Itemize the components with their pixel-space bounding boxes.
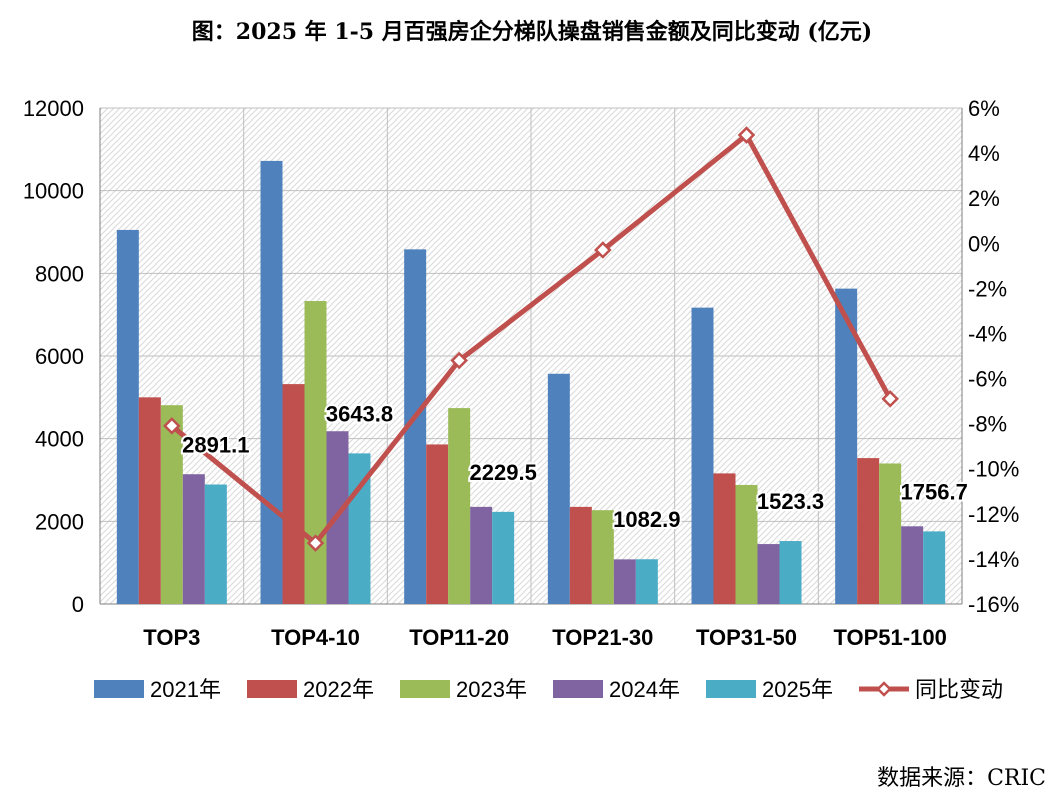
yoy-point-marker bbox=[881, 390, 899, 408]
bar bbox=[204, 484, 227, 604]
x-tick-label: TOP3 bbox=[143, 625, 200, 650]
y-left-tick-label: 10000 bbox=[23, 179, 84, 204]
legend-label: 同比变动 bbox=[915, 677, 1003, 702]
y-left-tick-label: 6000 bbox=[35, 344, 84, 369]
legend-label: 2024年 bbox=[609, 677, 680, 702]
data-label: 1756.7 bbox=[901, 479, 968, 504]
bar bbox=[779, 541, 802, 604]
legend-swatch bbox=[94, 680, 144, 698]
y-left-tick-label: 0 bbox=[72, 592, 84, 617]
bar bbox=[404, 249, 427, 605]
y-right-tick-label: -6% bbox=[968, 367, 1007, 392]
y-right-tick-label: -2% bbox=[968, 276, 1007, 301]
yoy-point-marker bbox=[594, 241, 612, 259]
y-right-tick-label: 4% bbox=[968, 141, 1000, 166]
bar bbox=[879, 463, 902, 604]
y-right-tick-label: -16% bbox=[968, 592, 1019, 617]
bar bbox=[901, 526, 924, 604]
data-label: 3643.8 bbox=[326, 401, 393, 426]
legend-label: 2025年 bbox=[762, 677, 833, 702]
bar bbox=[613, 559, 636, 604]
yoy-point-marker bbox=[306, 534, 325, 552]
bar bbox=[713, 473, 736, 604]
bar bbox=[923, 531, 946, 604]
bar bbox=[757, 544, 780, 604]
bar bbox=[116, 229, 139, 604]
bar bbox=[835, 288, 858, 604]
bar bbox=[547, 373, 570, 604]
legend-label: 2021年 bbox=[150, 677, 221, 702]
legend-label: 2022年 bbox=[303, 677, 374, 702]
legend-line-marker bbox=[876, 681, 892, 697]
y-right-tick-label: 2% bbox=[968, 186, 1000, 211]
bar bbox=[160, 405, 183, 604]
bar bbox=[470, 506, 493, 604]
data-label: 1523.3 bbox=[757, 489, 824, 514]
x-tick-label: TOP31-50 bbox=[696, 625, 797, 650]
bar bbox=[569, 506, 592, 604]
bar bbox=[492, 511, 515, 604]
yoy-point-marker bbox=[737, 126, 756, 144]
bar bbox=[138, 397, 161, 604]
x-tick-label: TOP51-100 bbox=[833, 625, 946, 650]
y-left-tick-label: 8000 bbox=[35, 261, 84, 286]
bar bbox=[182, 474, 205, 604]
bar bbox=[282, 384, 305, 604]
legend-swatch bbox=[553, 680, 603, 698]
chart-title: 图：2025 年 1-5 月百强房企分梯队操盘销售金额及同比变动 (亿元) bbox=[191, 19, 873, 45]
x-tick-label: TOP11-20 bbox=[409, 625, 509, 650]
bar bbox=[426, 444, 449, 604]
yoy-point-marker bbox=[163, 417, 181, 435]
bar bbox=[260, 160, 283, 604]
bar bbox=[735, 484, 758, 604]
data-label: 1082.9 bbox=[613, 507, 680, 532]
yoy-point-marker bbox=[450, 351, 468, 370]
y-right-tick-label: -10% bbox=[968, 457, 1019, 482]
bar bbox=[635, 559, 658, 604]
legend-swatch bbox=[706, 680, 756, 698]
y-left-tick-label: 4000 bbox=[35, 427, 84, 452]
x-tick-label: TOP4-10 bbox=[271, 625, 360, 650]
bar bbox=[691, 307, 714, 604]
bar bbox=[857, 458, 880, 604]
data-label: 2891.1 bbox=[182, 433, 249, 458]
legend-label: 2023年 bbox=[456, 677, 527, 702]
y-right-tick-label: 6% bbox=[968, 96, 1000, 121]
y-left-tick-label: 12000 bbox=[23, 96, 84, 121]
y-right-tick-label: 0% bbox=[968, 231, 1000, 256]
x-tick-label: TOP21-30 bbox=[552, 625, 653, 650]
bar bbox=[448, 408, 471, 604]
y-left-tick-label: 2000 bbox=[35, 509, 84, 534]
y-right-tick-label: -4% bbox=[968, 321, 1007, 346]
y-right-tick-label: -8% bbox=[968, 412, 1007, 437]
source-note: 数据来源：CRIC bbox=[877, 766, 1046, 791]
y-right-tick-label: -12% bbox=[968, 502, 1019, 527]
y-right-tick-label: -14% bbox=[968, 547, 1019, 572]
bar bbox=[591, 510, 614, 604]
data-label: 2229.5 bbox=[470, 460, 537, 485]
yoy-line bbox=[170, 132, 893, 546]
bar bbox=[304, 301, 327, 604]
legend-swatch bbox=[400, 680, 450, 698]
legend-swatch bbox=[247, 680, 297, 698]
